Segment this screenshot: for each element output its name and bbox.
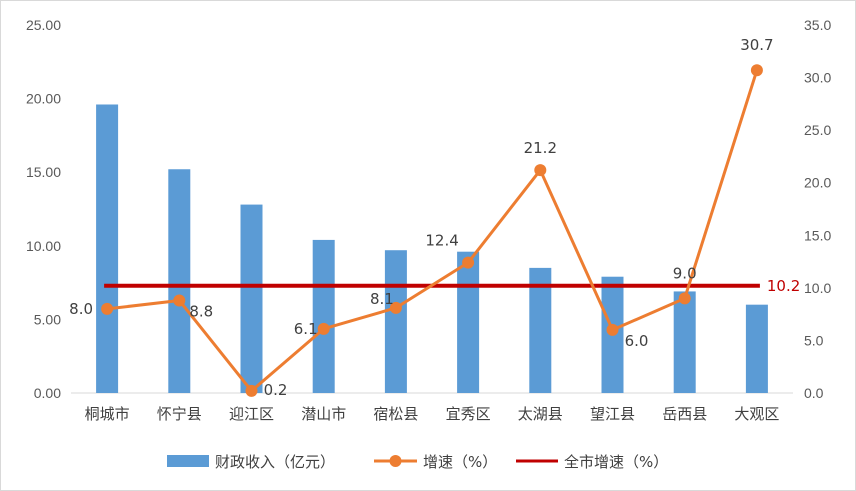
growth-data-label: 6.0 xyxy=(625,332,649,350)
left-axis-tick-label: 20.00 xyxy=(26,91,61,107)
revenue-bar xyxy=(312,239,335,393)
growth-data-label: 8.0 xyxy=(69,300,93,318)
growth-data-label: 21.2 xyxy=(524,139,557,157)
growth-point xyxy=(173,294,186,307)
left-axis-tick-label: 15.00 xyxy=(26,164,61,180)
category-label: 大观区 xyxy=(734,405,779,423)
growth-point xyxy=(678,292,691,305)
growth-data-label: 6.1 xyxy=(294,320,318,338)
growth-data-label: 8.1 xyxy=(370,290,394,308)
revenue-bar xyxy=(240,204,263,393)
right-axis-tick-label: 15.0 xyxy=(804,227,831,243)
category-label: 潜山市 xyxy=(301,405,346,423)
revenue-bar xyxy=(457,251,480,393)
legend-swatch-growth-marker xyxy=(389,455,402,467)
growth-point xyxy=(317,322,330,335)
growth-data-label: 9.0 xyxy=(673,264,697,282)
growth-line xyxy=(106,69,759,393)
legend-label-growth: 增速（%） xyxy=(423,453,497,471)
right-axis-tick-label: 30.0 xyxy=(804,70,831,86)
growth-point xyxy=(389,301,402,314)
category-label: 宿松县 xyxy=(373,405,418,423)
revenue-bar xyxy=(96,104,119,393)
right-axis-tick-label: 5.0 xyxy=(804,332,824,348)
category-label: 宜秀区 xyxy=(446,405,491,423)
legend-label-citywide: 全市增速（%） xyxy=(564,453,668,471)
growth-point xyxy=(462,256,475,269)
growth-point xyxy=(534,164,547,177)
revenue-bar xyxy=(745,304,768,393)
growth-data-label: 12.4 xyxy=(425,232,458,250)
growth-data-label: 8.8 xyxy=(189,302,213,320)
growth-data-label: 0.2 xyxy=(264,381,288,399)
legend-label-revenue: 财政收入（亿元） xyxy=(215,453,335,471)
revenue-bar xyxy=(673,291,696,393)
growth-point xyxy=(750,64,763,77)
growth-data-label: 30.7 xyxy=(740,36,773,54)
growth-point xyxy=(606,323,619,336)
category-label: 太湖县 xyxy=(518,405,563,423)
right-axis-tick-label: 35.0 xyxy=(804,17,831,33)
growth-point xyxy=(245,384,258,397)
revenue-bar xyxy=(384,250,407,393)
category-label: 迎江区 xyxy=(229,405,274,423)
left-axis-tick-label: 25.00 xyxy=(26,17,61,33)
category-label: 岳西县 xyxy=(662,405,707,423)
revenue-bar xyxy=(529,267,552,393)
category-label: 望江县 xyxy=(590,405,635,423)
right-axis-tick-label: 10.0 xyxy=(804,280,831,296)
revenue-bar xyxy=(168,169,191,393)
right-axis-tick-label: 0.0 xyxy=(804,385,824,401)
left-axis-tick-label: 10.00 xyxy=(26,238,61,254)
left-axis-tick-label: 5.00 xyxy=(34,311,61,327)
right-axis-tick-label: 25.0 xyxy=(804,122,831,138)
right-axis-tick-label: 20.0 xyxy=(804,175,831,191)
legend-swatch-revenue xyxy=(167,455,209,467)
category-label: 怀宁县 xyxy=(157,405,202,423)
citywide-growth-label: 10.2 xyxy=(767,277,800,295)
growth-point xyxy=(101,302,114,315)
category-label: 桐城市 xyxy=(85,405,130,423)
left-axis-tick-label: 0.00 xyxy=(34,385,61,401)
